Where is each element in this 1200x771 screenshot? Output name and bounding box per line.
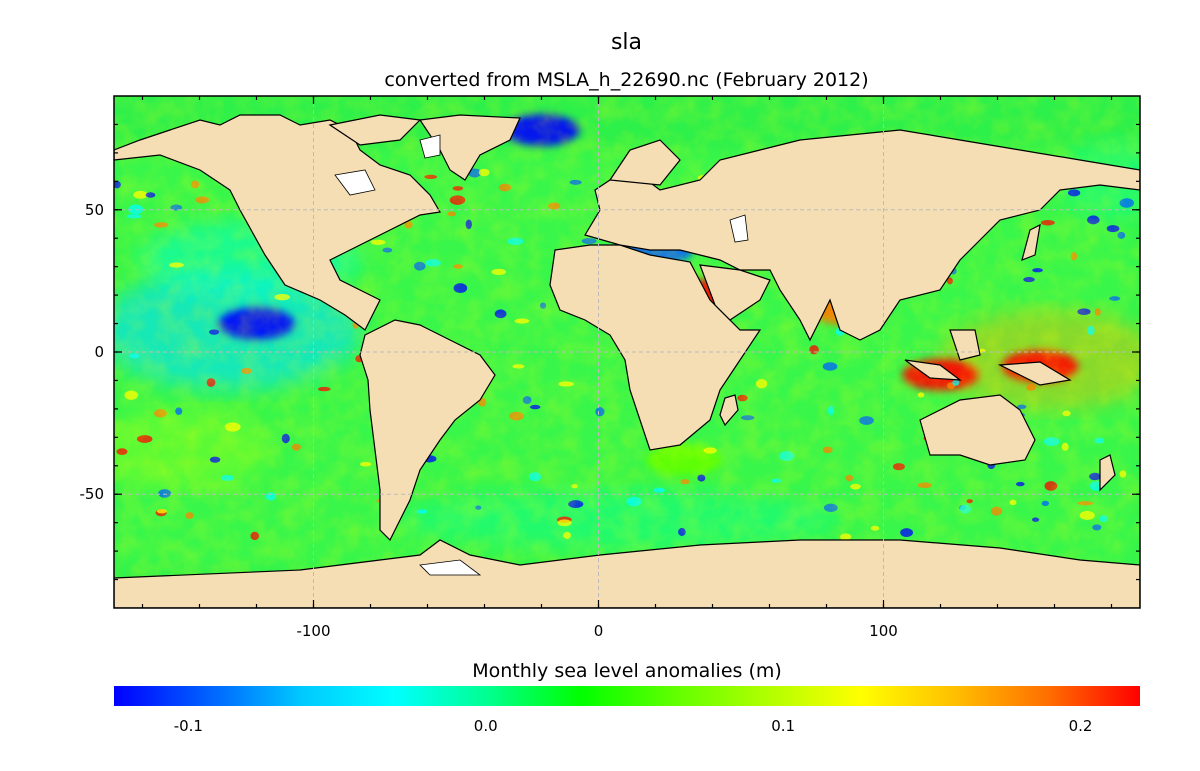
colorbar-title: Monthly sea level anomalies (m)	[472, 660, 782, 682]
land-layer	[114, 114, 1140, 608]
x-tick-label: 100	[869, 622, 898, 640]
axis-ticks	[114, 96, 1140, 608]
greenland	[418, 114, 521, 181]
madagascar	[719, 394, 739, 427]
x-tick-label: 0	[593, 622, 604, 640]
map-plot-area	[114, 96, 1140, 608]
africa	[549, 244, 762, 451]
antarctica	[114, 539, 1140, 608]
south-america	[359, 319, 496, 542]
ice-patches	[334, 134, 749, 576]
arctic-islands	[328, 114, 422, 146]
caspian-sea	[729, 214, 749, 243]
hudson-bay-ice	[334, 169, 376, 196]
sumatra-java	[904, 359, 962, 381]
new-guinea	[997, 361, 1072, 386]
north-america	[114, 114, 441, 331]
new-zealand	[1099, 454, 1116, 492]
colorbar-tick-label: 0.0	[473, 717, 498, 735]
scandinavia	[608, 139, 681, 186]
colorbar-tick-label: -0.1	[173, 717, 203, 735]
colorbar-gradient	[114, 686, 1140, 706]
y-tick-label: -50	[79, 485, 105, 504]
x-tick-label: -100	[296, 622, 331, 640]
gridlines	[114, 96, 1140, 608]
colorbar-tick-label: 0.2	[1068, 717, 1093, 735]
figure-title: sla	[610, 30, 643, 55]
arabian-peninsula	[699, 264, 771, 321]
baffin-ice	[419, 134, 441, 159]
eurasia	[584, 129, 1140, 342]
japan	[1021, 223, 1041, 261]
weddell-ice	[419, 559, 482, 576]
y-tick-label: 0	[94, 343, 104, 361]
australia	[919, 394, 1036, 466]
y-tick-label: 50	[84, 200, 104, 219]
figure-subtitle: converted from MSLA_h_22690.nc (February…	[384, 69, 869, 91]
colorbar-tick-label: 0.1	[771, 717, 796, 735]
